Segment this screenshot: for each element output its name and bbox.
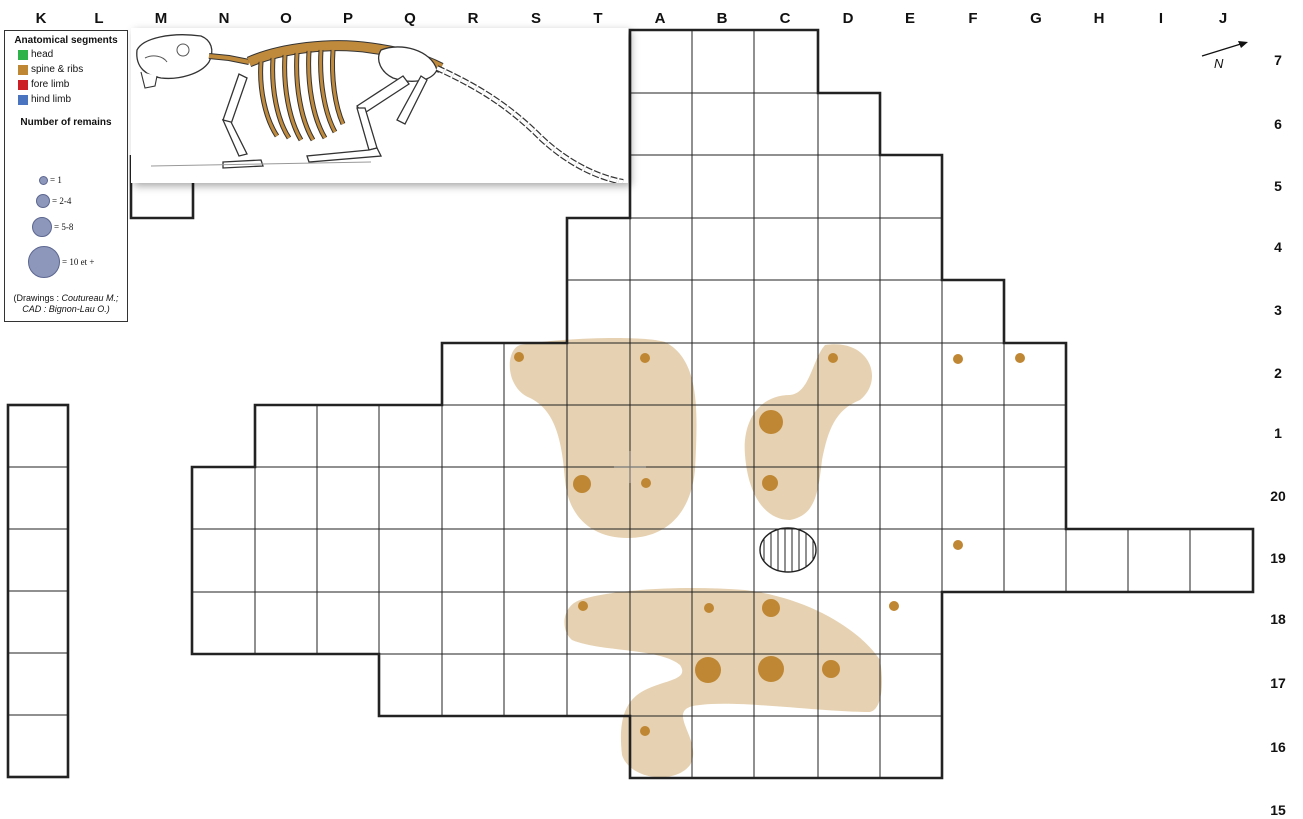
remain-dot-A16 bbox=[640, 726, 650, 736]
fore-limb-swatch bbox=[18, 79, 28, 90]
remain-dot-C18 bbox=[762, 599, 780, 617]
column-label-Q: Q bbox=[404, 10, 416, 27]
column-label-H: H bbox=[1094, 10, 1105, 27]
row-label-18: 18 bbox=[1270, 611, 1286, 627]
row-label-20: 20 bbox=[1270, 488, 1286, 504]
column-label-O: O bbox=[280, 10, 292, 27]
row-label-4: 4 bbox=[1274, 239, 1282, 255]
north-arrow: N bbox=[1198, 38, 1254, 78]
datum-cross bbox=[614, 451, 646, 483]
column-label-R: R bbox=[468, 10, 479, 27]
legend-count-4: = 10 et + bbox=[28, 246, 94, 278]
zone-northeast bbox=[744, 344, 873, 520]
fore-limb bbox=[221, 73, 264, 169]
column-label-A: A bbox=[655, 10, 666, 27]
legend-item-fore-limb: fore limb bbox=[18, 77, 127, 92]
bubble-icon-medium bbox=[36, 194, 50, 208]
column-label-G: G bbox=[1030, 10, 1042, 27]
column-label-E: E bbox=[905, 10, 915, 27]
legend-label-fore-limb: fore limb bbox=[31, 79, 70, 90]
legend-count-2: = 2-4 bbox=[36, 194, 71, 208]
legend-box: Anatomical segments head spine & ribs fo… bbox=[4, 30, 128, 322]
grid-band-0 bbox=[629, 29, 819, 94]
legend-count-1: = 1 bbox=[39, 175, 62, 185]
column-label-D: D bbox=[843, 10, 854, 27]
column-label-F: F bbox=[968, 10, 977, 27]
remain-dot-G2 bbox=[1015, 353, 1025, 363]
excavation-outline bbox=[6, 28, 1255, 780]
legend-label-spine-ribs: spine & ribs bbox=[31, 64, 84, 75]
row-label-3: 3 bbox=[1274, 302, 1282, 318]
north-label: N bbox=[1214, 56, 1224, 71]
remain-dot-T20 bbox=[573, 475, 591, 493]
bubble-icon-small bbox=[39, 175, 48, 185]
remain-dot-A20 bbox=[641, 478, 651, 488]
row-label-6: 6 bbox=[1274, 116, 1282, 132]
column-label-B: B bbox=[717, 10, 728, 27]
remain-dot-F2 bbox=[953, 354, 963, 364]
hatched-pit bbox=[759, 527, 817, 573]
bubble-icon-large bbox=[32, 217, 52, 237]
spine-ribs-swatch bbox=[18, 64, 28, 75]
grid-band-8 bbox=[191, 528, 1254, 593]
skeleton-illustration bbox=[131, 28, 628, 185]
remain-dot-D2 bbox=[828, 353, 838, 363]
column-label-S: S bbox=[531, 10, 541, 27]
column-label-I: I bbox=[1159, 10, 1163, 27]
legend-label-hind-limb: hind limb bbox=[31, 94, 72, 105]
remain-dot-F19 bbox=[953, 540, 963, 550]
legend-item-head: head bbox=[18, 47, 127, 62]
legend-segments-title: Anatomical segments bbox=[14, 35, 118, 46]
row-label-19: 19 bbox=[1270, 550, 1286, 566]
legend-item-spine-ribs: spine & ribs bbox=[18, 62, 127, 77]
grid-band-1 bbox=[629, 92, 881, 156]
column-label-N: N bbox=[219, 10, 230, 27]
remain-dot-B17 bbox=[695, 657, 721, 683]
remain-dot-S2 bbox=[514, 352, 524, 362]
remains-dots bbox=[514, 352, 1025, 736]
head-swatch bbox=[18, 49, 28, 60]
column-label-P: P bbox=[343, 10, 353, 27]
concentration-zones bbox=[509, 338, 882, 778]
column-label-C: C bbox=[780, 10, 791, 27]
column-label-K: K bbox=[36, 10, 47, 27]
grid-band-2 bbox=[629, 154, 943, 219]
remain-dot-A2 bbox=[640, 353, 650, 363]
row-label-15: 15 bbox=[1270, 802, 1286, 818]
hind-limb bbox=[306, 75, 428, 163]
legend-credit: (Drawings : Coutureau M.; CAD : Bignon-L… bbox=[13, 293, 119, 314]
column-label-L: L bbox=[94, 10, 103, 27]
column-label-M: M bbox=[155, 10, 168, 27]
legend-item-hind-limb: hind limb bbox=[18, 92, 127, 107]
remain-dot-E18 bbox=[889, 601, 899, 611]
legend-count-title: Number of remains bbox=[20, 117, 112, 128]
zone-south bbox=[564, 588, 882, 778]
row-label-1: 1 bbox=[1274, 425, 1282, 441]
zone-west bbox=[509, 338, 697, 538]
remain-dot-B18 bbox=[704, 603, 714, 613]
pelvis bbox=[378, 46, 438, 82]
row-label-17: 17 bbox=[1270, 675, 1286, 691]
row-label-16: 16 bbox=[1270, 739, 1286, 755]
column-label-J: J bbox=[1219, 10, 1227, 27]
tail bbox=[435, 65, 624, 185]
column-label-T: T bbox=[593, 10, 602, 27]
grid-band-4 bbox=[566, 279, 1005, 344]
remain-dot-D17 bbox=[822, 660, 840, 678]
remain-dot-C20 bbox=[762, 475, 778, 491]
row-label-7: 7 bbox=[1274, 52, 1282, 68]
row-label-2: 2 bbox=[1274, 365, 1282, 381]
remain-dot-C1 bbox=[759, 410, 783, 434]
bubble-icon-xlarge bbox=[28, 246, 60, 278]
remain-dot-T18 bbox=[578, 601, 588, 611]
remain-dot-C17 bbox=[758, 656, 784, 682]
hind-limb-swatch bbox=[18, 94, 28, 105]
legend-label-head: head bbox=[31, 49, 54, 60]
legend-count-3: = 5-8 bbox=[32, 217, 73, 237]
row-label-5: 5 bbox=[1274, 178, 1282, 194]
